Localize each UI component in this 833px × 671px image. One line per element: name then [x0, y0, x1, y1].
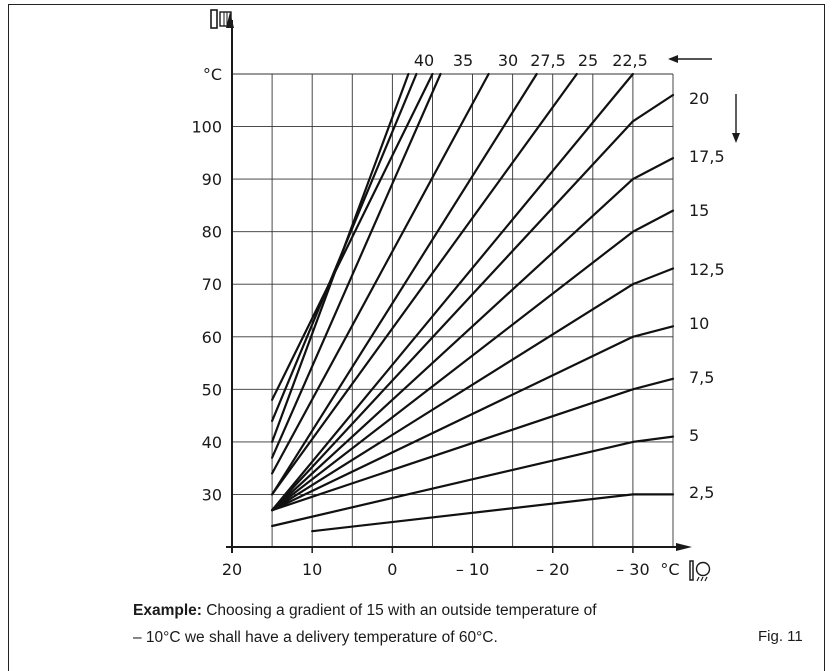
gradient-curve-12-5	[271, 267, 675, 512]
gradient-curve-5	[271, 435, 675, 528]
gradient-curve-40	[271, 72, 434, 401]
y-tick-label: 90	[202, 170, 222, 189]
gradient-curve-17-5	[271, 157, 675, 512]
right-labels-arrow	[732, 94, 740, 143]
gradient-curve-15	[271, 209, 675, 512]
gradient-curve-30	[271, 72, 490, 475]
x-axis-arrow	[676, 543, 692, 551]
right-gradient-label: 2,5	[689, 483, 714, 502]
figure-label: Fig. 11	[758, 628, 803, 645]
gradient-curve-32-5	[271, 72, 442, 459]
right-gradient-label: 15	[689, 201, 709, 220]
caption-line-2: – 10°C we shall have a delivery temperat…	[133, 629, 498, 646]
top-gradient-label: 25	[578, 51, 598, 70]
y-tick-label: 100	[191, 118, 222, 137]
top-gradient-label: 27,5	[530, 51, 566, 70]
top-gradient-label: 22,5	[612, 51, 648, 70]
gradient-curve-10	[271, 325, 675, 512]
right-gradient-label: 12,5	[689, 260, 725, 279]
x-tick-label: – 20	[536, 560, 569, 579]
y-tick-label: 40	[202, 433, 222, 452]
caption-bold-label: Example:	[133, 602, 202, 619]
y-tick-label: 50	[202, 380, 222, 399]
chart-ticks: 20 10 0– 10– 20– 30 °C30405060708090100°C40…	[191, 51, 724, 579]
gradient-curve-22-5	[271, 72, 635, 512]
chart-axes	[226, 20, 682, 553]
top-labels-arrow	[668, 55, 712, 63]
top-gradient-label: 30	[498, 51, 518, 70]
gradient-curve-25	[271, 72, 578, 496]
x-tick-label: – 30	[616, 560, 649, 579]
example-caption: Example: Choosing a gradient of 15 with …	[133, 597, 733, 651]
x-tick-label: – 10	[456, 560, 489, 579]
gradient-curve-35	[271, 72, 410, 443]
outdoor-temperature-icon	[689, 560, 711, 582]
figure-frame	[8, 4, 825, 671]
y-tick-label: 70	[202, 275, 222, 294]
y-tick-label: 80	[202, 223, 222, 242]
top-gradient-label: 35	[453, 51, 473, 70]
x-tick-label: 20	[222, 560, 242, 579]
right-gradient-label: 10	[689, 314, 709, 333]
x-tick-label: 10	[302, 560, 322, 579]
chart-icons	[210, 9, 740, 582]
right-gradient-label: 17,5	[689, 147, 725, 166]
x-tick-label: 0	[387, 560, 397, 579]
x-axis-unit: °C	[660, 560, 679, 579]
y-tick-label: 30	[202, 485, 222, 504]
right-gradient-label: 7,5	[689, 368, 714, 387]
right-gradient-label: 5	[689, 426, 699, 445]
chart-series	[271, 72, 675, 533]
chart-grid	[232, 73, 674, 547]
caption-line-1: Choosing a gradient of 15 with an outsid…	[201, 602, 597, 619]
top-gradient-label: 40	[414, 51, 434, 70]
gradient-curve-2-5	[311, 493, 675, 533]
gradient-curve-20	[271, 93, 675, 512]
gradient-curve-27-5	[271, 72, 538, 496]
right-gradient-label: 20	[689, 89, 709, 108]
gradient-curve-7-5	[271, 377, 675, 512]
y-axis-arrow	[226, 12, 234, 28]
y-tick-label: 60	[202, 328, 222, 347]
y-axis-unit: °C	[203, 65, 222, 84]
